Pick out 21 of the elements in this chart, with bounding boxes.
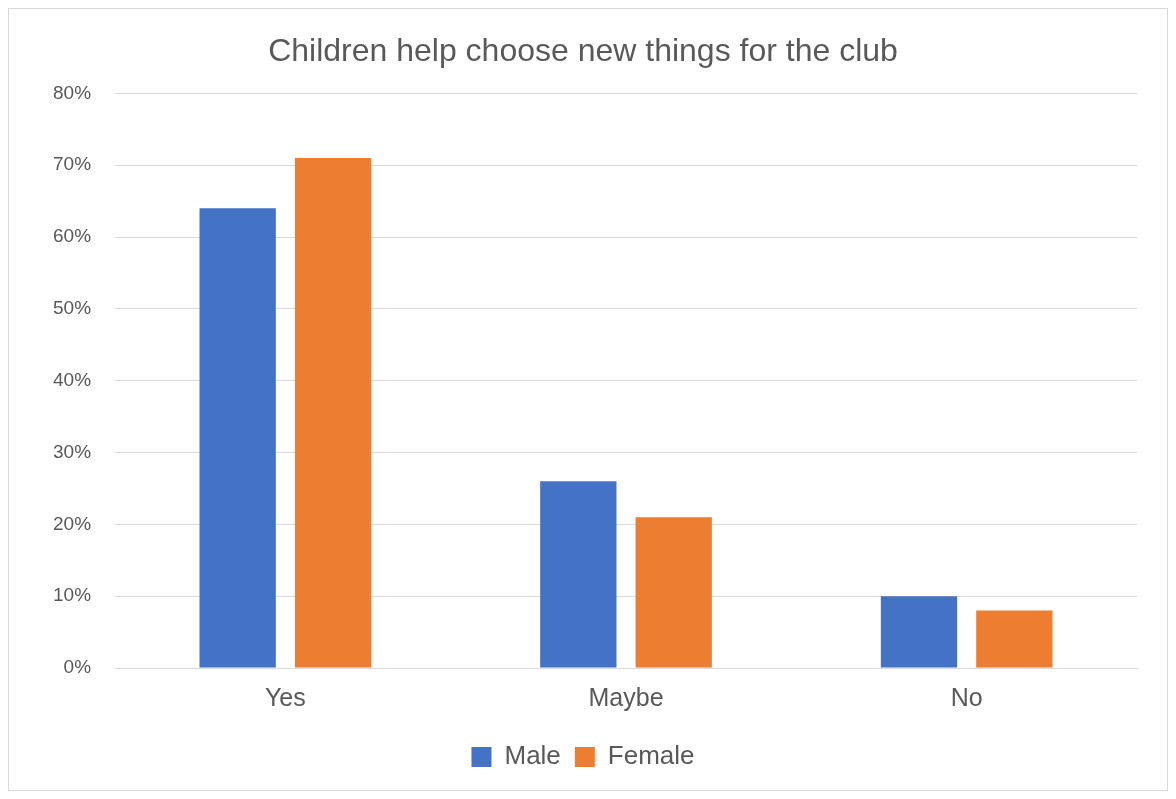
bar bbox=[635, 517, 712, 668]
y-tick-label: 80% bbox=[53, 81, 92, 103]
bar bbox=[199, 208, 276, 668]
y-tick-label: 70% bbox=[53, 153, 92, 175]
x-tick-label: Yes bbox=[264, 682, 306, 711]
x-tick-label: Maybe bbox=[588, 682, 664, 711]
bar bbox=[976, 610, 1053, 668]
bar bbox=[880, 596, 958, 668]
y-tick-label: 10% bbox=[53, 584, 92, 606]
legend-label: Male bbox=[504, 740, 561, 771]
y-tick-label: 20% bbox=[53, 512, 92, 534]
y-tick-label: 50% bbox=[53, 297, 92, 319]
legend-label: Female bbox=[607, 740, 695, 771]
y-tick-label: 30% bbox=[53, 440, 92, 462]
bar bbox=[540, 481, 617, 668]
y-tick-label: 0% bbox=[63, 656, 92, 678]
y-tick-label: 60% bbox=[53, 225, 92, 247]
y-tick-label: 40% bbox=[53, 368, 92, 390]
x-tick-label: No bbox=[950, 682, 983, 711]
bar bbox=[294, 158, 372, 668]
chart-title: Children help choose new things for the club bbox=[268, 32, 898, 69]
